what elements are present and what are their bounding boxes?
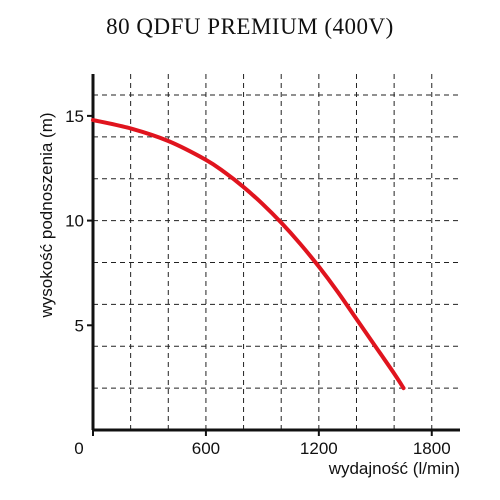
chart-title: 80 QDFU PREMIUM (400V) <box>106 14 394 39</box>
pump-curve-line <box>91 118 406 391</box>
x-tick-label: 600 <box>192 439 220 458</box>
y-tick-label: 5 <box>75 316 84 335</box>
x-tick-label: 1200 <box>300 439 338 458</box>
ticks-layer: 0 600 1200 1800 5 10 15 <box>65 107 451 458</box>
axes-layer <box>91 74 460 432</box>
series-layer <box>91 118 406 391</box>
y-tick-label: 10 <box>65 212 84 231</box>
y-tick-label: 15 <box>65 107 84 126</box>
x-axis-label: wydajność (l/min) <box>328 459 460 478</box>
x-tick-label: 1800 <box>413 439 451 458</box>
grid-layer <box>93 74 460 430</box>
y-axis-label: wysokość podnoszenia (m) <box>37 112 56 318</box>
x-tick-label: 0 <box>74 439 83 458</box>
